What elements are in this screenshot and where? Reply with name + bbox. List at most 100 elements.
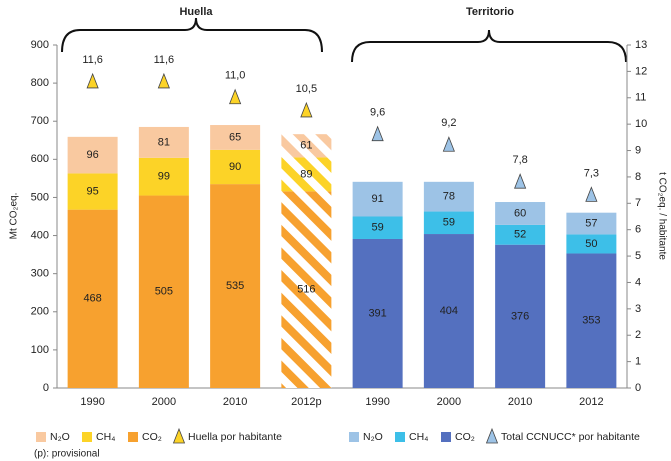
legend-label: N₂O: [50, 431, 70, 443]
legend-swatch: [128, 432, 138, 442]
bar-segment: [352, 181, 403, 217]
data-label: 535: [226, 280, 244, 292]
data-label: 57: [585, 217, 597, 229]
bar-segment: [210, 125, 261, 150]
bar-segment: [352, 238, 403, 388]
bar-segment: [281, 191, 332, 388]
marker: [514, 173, 527, 189]
bar-segment: [566, 234, 617, 254]
legend-swatch: [395, 432, 405, 442]
bar-segment: [67, 136, 118, 174]
bar-segment: [210, 149, 261, 185]
data-label: 50: [585, 238, 597, 250]
y-axis-label: Mt CO₂eq.: [9, 193, 20, 240]
y2-tick-label: 9: [635, 144, 641, 156]
y-tick-label: 900: [31, 39, 49, 51]
legend-marker: [485, 427, 499, 444]
marker: [86, 72, 99, 89]
y2-tick-label: 2: [635, 329, 641, 341]
y2-tick-label: 10: [635, 118, 647, 130]
marker: [300, 101, 313, 118]
data-label: 61: [300, 140, 312, 152]
data-label: 468: [83, 293, 101, 305]
x-tick-label: 2012: [579, 396, 603, 408]
bar-segment: [210, 184, 261, 388]
data-label: 9,2: [441, 117, 456, 129]
bar-segment: [281, 134, 332, 158]
bar-segment: [566, 212, 617, 235]
data-label: 376: [511, 310, 529, 322]
y-tick-label: 400: [31, 229, 49, 241]
bar-segment: [566, 253, 617, 388]
bar-segment: [67, 173, 118, 210]
data-label: 10,5: [296, 83, 317, 95]
x-tick-label: 2010: [508, 396, 532, 408]
y2-tick-label: 7: [635, 197, 641, 209]
y-tick-label: 800: [31, 77, 49, 89]
data-label: 11,0: [225, 70, 246, 82]
data-label: 391: [368, 307, 386, 319]
x-tick-label: 2012p: [291, 396, 322, 408]
data-label: 11,6: [154, 54, 175, 66]
y-tick-label: 500: [31, 191, 49, 203]
footnote: (p): provisional: [34, 449, 100, 460]
data-label: 78: [443, 191, 455, 203]
marker: [229, 88, 242, 105]
data-label: 81: [158, 136, 170, 148]
bar-segment: [138, 195, 189, 388]
legend-label: CO₂: [142, 431, 162, 443]
y-tick-label: 100: [31, 344, 49, 356]
bar-segment: [423, 234, 474, 388]
data-label: 60: [514, 207, 526, 219]
data-label: 59: [372, 222, 384, 234]
y-tick-label: 600: [31, 153, 49, 165]
bar-segment: [138, 126, 189, 158]
legend-swatch: [82, 432, 92, 442]
x-tick-label: 2000: [152, 396, 176, 408]
legend-swatch: [441, 432, 451, 442]
bar-segment: [67, 209, 118, 388]
y2-tick-label: 11: [635, 92, 646, 104]
brace: [351, 29, 627, 63]
bar-segment: [495, 224, 546, 245]
y2-axis-label: t CO₂eq. / habitante: [656, 172, 667, 260]
bar-segment: [423, 181, 474, 212]
data-label: 90: [229, 161, 241, 173]
data-label: 9,6: [370, 107, 385, 119]
data-label: 52: [514, 229, 526, 241]
y2-tick-label: 6: [635, 224, 641, 236]
y2-tick-label: 12: [635, 65, 647, 77]
data-label: 404: [440, 305, 458, 317]
data-label: 59: [443, 217, 455, 229]
legend-label: CO₂: [455, 431, 475, 443]
marker: [585, 186, 598, 202]
y2-tick-label: 0: [635, 382, 641, 394]
data-label: 65: [229, 131, 241, 143]
data-label: 99: [158, 171, 170, 183]
bar-segment: [423, 211, 474, 235]
y2-tick-label: 4: [635, 276, 641, 288]
y2-tick-label: 13: [635, 39, 647, 51]
legend-label: CH₄: [96, 431, 115, 443]
data-label: 91: [372, 193, 384, 205]
bar-segment: [281, 157, 332, 192]
legend-marker: [172, 427, 186, 444]
x-tick-label: 2000: [437, 396, 461, 408]
y-tick-label: 700: [31, 115, 49, 127]
y2-tick-label: 1: [635, 356, 641, 368]
legend-swatch: [349, 432, 359, 442]
data-label: 353: [582, 315, 600, 327]
y2-tick-label: 3: [635, 303, 641, 315]
bar-segment: [352, 216, 403, 239]
legend-label: Total CCNUCC* por habitante: [501, 431, 640, 443]
group-label: Territorio: [466, 6, 514, 18]
bar-segment: [495, 244, 546, 388]
group-label: Huella: [179, 6, 213, 18]
x-tick-label: 1990: [80, 396, 104, 408]
y2-tick-label: 8: [635, 171, 641, 183]
y2-tick-label: 5: [635, 250, 641, 262]
data-label: 89: [300, 168, 312, 180]
y-tick-label: 300: [31, 268, 49, 280]
data-label: 505: [155, 286, 173, 298]
